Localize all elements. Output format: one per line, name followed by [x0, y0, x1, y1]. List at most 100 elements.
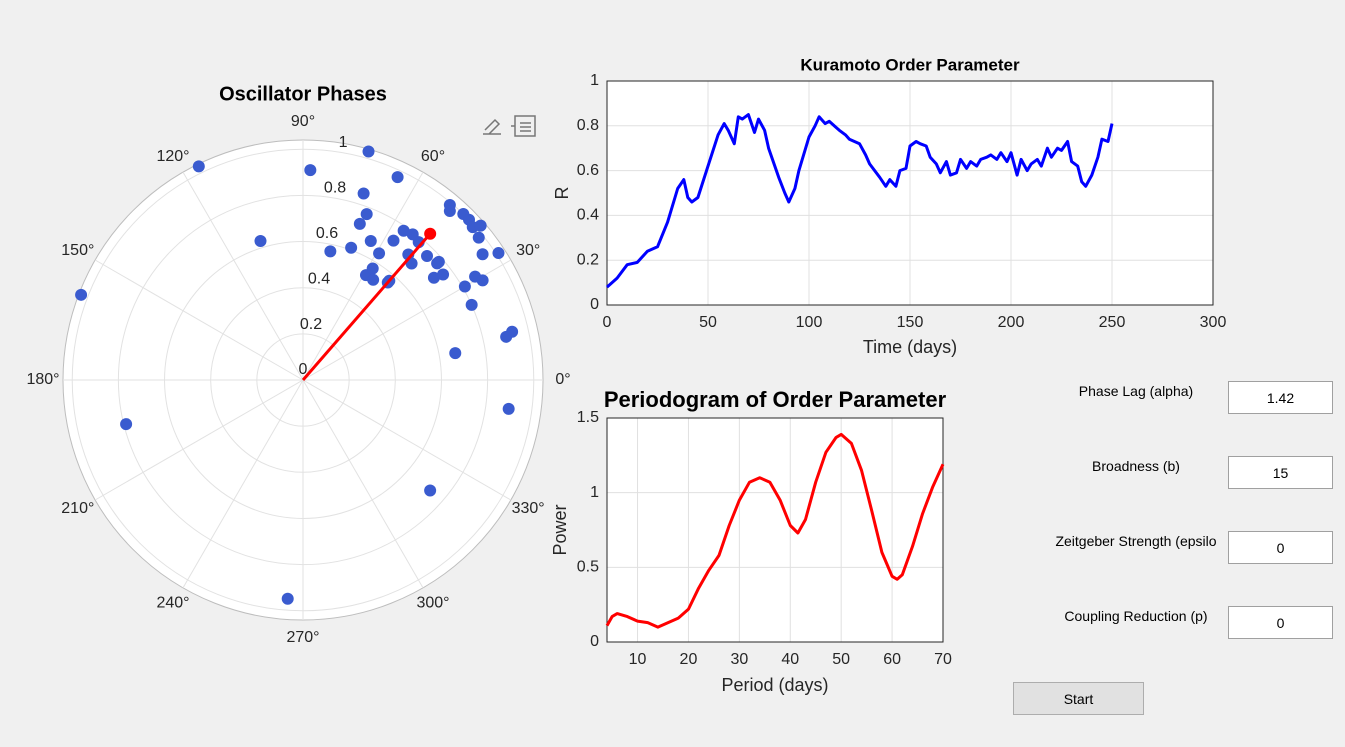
theta-tick-label: 240° [156, 595, 189, 612]
order-vector-tip [424, 227, 437, 240]
field-label: Phase Lag (alpha) [1078, 383, 1194, 399]
field-label: Broadness (b) [1092, 458, 1180, 474]
oscillator-point [502, 402, 515, 415]
chart-title: Periodogram of Order Parameter [604, 387, 947, 412]
data-line [606, 113, 1114, 289]
x-tick-label: 20 [680, 651, 698, 668]
theta-tick-label: 180° [26, 371, 59, 388]
r-tick-label: 1 [339, 134, 348, 151]
toolbar-icons[interactable] [483, 115, 536, 137]
oscillator-point [304, 164, 317, 177]
field-label: Zeitgeber Strength (epsilo [1055, 533, 1217, 549]
oscillator-point [472, 231, 485, 244]
oscillator-point [397, 224, 410, 237]
r-tick-label: 0.4 [308, 270, 330, 287]
theta-grid-line [182, 171, 304, 381]
oscillator-point [443, 205, 456, 218]
r-tick-label: 0.2 [300, 316, 322, 333]
oscillator-point [465, 298, 478, 311]
r-tick-label: 0.8 [324, 179, 346, 196]
oscillator-point [362, 145, 375, 158]
plot-area [607, 418, 943, 642]
theta-grid-line [302, 379, 424, 589]
theta-grid-line [302, 379, 512, 501]
data-line [605, 432, 945, 629]
chart-title: Kuramoto Order Parameter [800, 55, 1020, 74]
y-tick-label: 0.6 [577, 162, 599, 179]
field-input[interactable]: 0 [1228, 531, 1333, 564]
oscillator-point [421, 249, 434, 262]
oscillator-point [281, 592, 294, 605]
x-tick-label: 50 [699, 314, 717, 331]
theta-grid-line [94, 379, 304, 501]
x-tick-label: 10 [629, 651, 647, 668]
field-label: Coupling Reduction (p) [1064, 608, 1208, 624]
oscillator-point [192, 160, 205, 173]
theta-tick-label: 270° [286, 629, 319, 646]
y-tick-label: 0.4 [577, 207, 599, 224]
theta-grid-line [182, 379, 304, 589]
x-tick-label: 150 [897, 314, 924, 331]
r-tick-label: 0 [299, 361, 308, 378]
y-axis-label: Power [550, 504, 570, 555]
y-tick-label: 0 [590, 633, 599, 650]
x-tick-label: 50 [832, 651, 850, 668]
field-input[interactable]: 1.42 [1228, 381, 1333, 414]
oscillator-point [476, 274, 489, 287]
oscillator-point [120, 418, 133, 431]
x-axis-label: Time (days) [863, 337, 957, 357]
oscillator-point [357, 187, 370, 200]
y-tick-label: 0.8 [577, 117, 599, 134]
x-tick-label: 250 [1099, 314, 1126, 331]
theta-tick-label: 300° [416, 595, 449, 612]
chart-title: Oscillator Phases [219, 83, 387, 105]
y-tick-label: 0.5 [577, 559, 599, 576]
theta-tick-label: 150° [61, 242, 94, 259]
oscillator-point [458, 280, 471, 293]
oscillator-point [474, 219, 487, 232]
oscillator-point [432, 255, 445, 268]
oscillator-point [476, 248, 489, 261]
oscillator-point [424, 484, 437, 497]
theta-tick-label: 120° [156, 148, 189, 165]
oscillator-point [500, 330, 513, 343]
oscillator-point [364, 235, 377, 248]
x-tick-label: 40 [781, 651, 799, 668]
oscillator-point [492, 247, 505, 260]
order-vector [301, 232, 432, 381]
oscillator-point [449, 347, 462, 360]
x-tick-label: 200 [998, 314, 1025, 331]
theta-tick-label: 330° [512, 500, 545, 517]
oscillator-point [353, 217, 366, 230]
r-tick-label: 0.6 [316, 225, 338, 242]
start-button[interactable]: Start [1013, 682, 1144, 715]
oscillator-point [345, 241, 358, 254]
oscillator-point [387, 234, 400, 247]
oscillator-point [391, 171, 404, 184]
oscillator-point [360, 208, 373, 221]
theta-grid-line [94, 259, 304, 381]
theta-tick-label: 0° [555, 371, 570, 388]
theta-tick-label: 60° [421, 148, 445, 165]
x-tick-label: 60 [883, 651, 901, 668]
oscillator-point [373, 247, 386, 260]
x-tick-label: 300 [1200, 314, 1227, 331]
y-tick-label: 0 [590, 296, 599, 313]
field-input[interactable]: 0 [1228, 606, 1333, 639]
y-axis-label: R [552, 187, 572, 200]
y-tick-label: 1 [590, 484, 599, 501]
y-tick-label: 1 [590, 72, 599, 89]
oscillator-point [366, 262, 379, 275]
y-tick-label: 1.5 [577, 409, 599, 426]
oscillator-point [437, 268, 450, 281]
axes-box [606, 417, 944, 643]
x-tick-label: 100 [796, 314, 823, 331]
axes-box [606, 80, 1214, 306]
field-input[interactable]: 15 [1228, 456, 1333, 489]
theta-tick-label: 90° [291, 113, 315, 130]
y-tick-label: 0.2 [577, 251, 599, 268]
oscillator-point [75, 288, 88, 301]
x-tick-label: 70 [934, 651, 952, 668]
